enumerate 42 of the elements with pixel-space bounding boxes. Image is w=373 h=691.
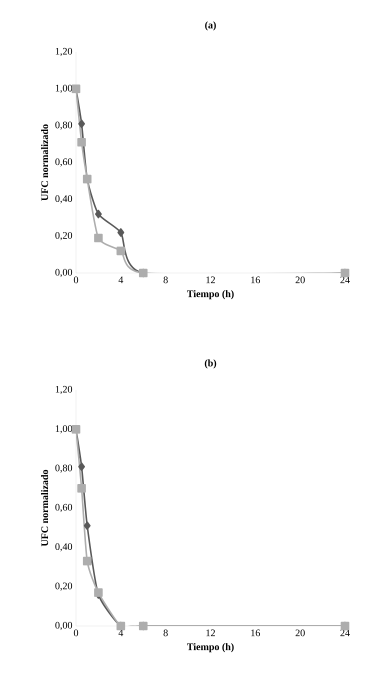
y-tick-label: 1,20 — [56, 386, 72, 394]
x-tick-label: 12 — [206, 630, 215, 636]
y-tick-label: 0,80 — [55, 122, 72, 130]
x-axis-title: Tiempo (h) — [186, 290, 234, 300]
point — [77, 484, 86, 493]
x-tick-label: 0 — [74, 276, 78, 284]
point — [94, 210, 102, 218]
x-tick-label: 8 — [164, 630, 168, 636]
chart-title: (b) — [204, 359, 216, 368]
x-tick-label: 16 — [251, 630, 260, 636]
point — [117, 228, 124, 237]
y-tick-label: 0,20 — [55, 232, 72, 240]
y-tick-label: 0,80 — [55, 464, 72, 473]
y-tick-label: 0,00 — [55, 268, 72, 278]
y-tick-label: 0,20 — [55, 582, 72, 591]
y-tick-label: 0,40 — [55, 543, 72, 552]
x-tick-label: 20 — [296, 630, 305, 636]
y-tick-label: 1,00 — [56, 425, 72, 434]
x-tick-label: 8 — [164, 276, 168, 284]
point — [82, 556, 92, 566]
x-tick-label: 0 — [74, 630, 78, 636]
y-axis-title: UFC normalizado — [41, 470, 48, 546]
x-tick-label: 16 — [251, 276, 260, 284]
chart-title: (a) — [205, 21, 216, 30]
point — [78, 462, 86, 471]
y-tick-label: 0,00 — [55, 622, 72, 630]
point — [78, 120, 86, 128]
y-tick-label: 1,20 — [56, 48, 72, 56]
x-tick-label: 20 — [296, 276, 305, 284]
y-tick-label: 0,60 — [55, 504, 72, 512]
point — [116, 246, 126, 256]
point — [84, 521, 91, 530]
y-axis-title: UFC normalizado — [41, 124, 48, 201]
x-tick-label: 4 — [118, 276, 124, 284]
x-tick-label: 4 — [118, 630, 124, 636]
point — [77, 138, 86, 147]
x-axis-title: Tiempo (h) — [186, 643, 234, 652]
x-tick-label: 12 — [206, 276, 215, 284]
point — [94, 234, 103, 242]
y-tick-label: 0,60 — [55, 158, 72, 167]
y-tick-label: 1,00 — [56, 84, 72, 93]
y-tick-label: 0,40 — [55, 195, 72, 204]
